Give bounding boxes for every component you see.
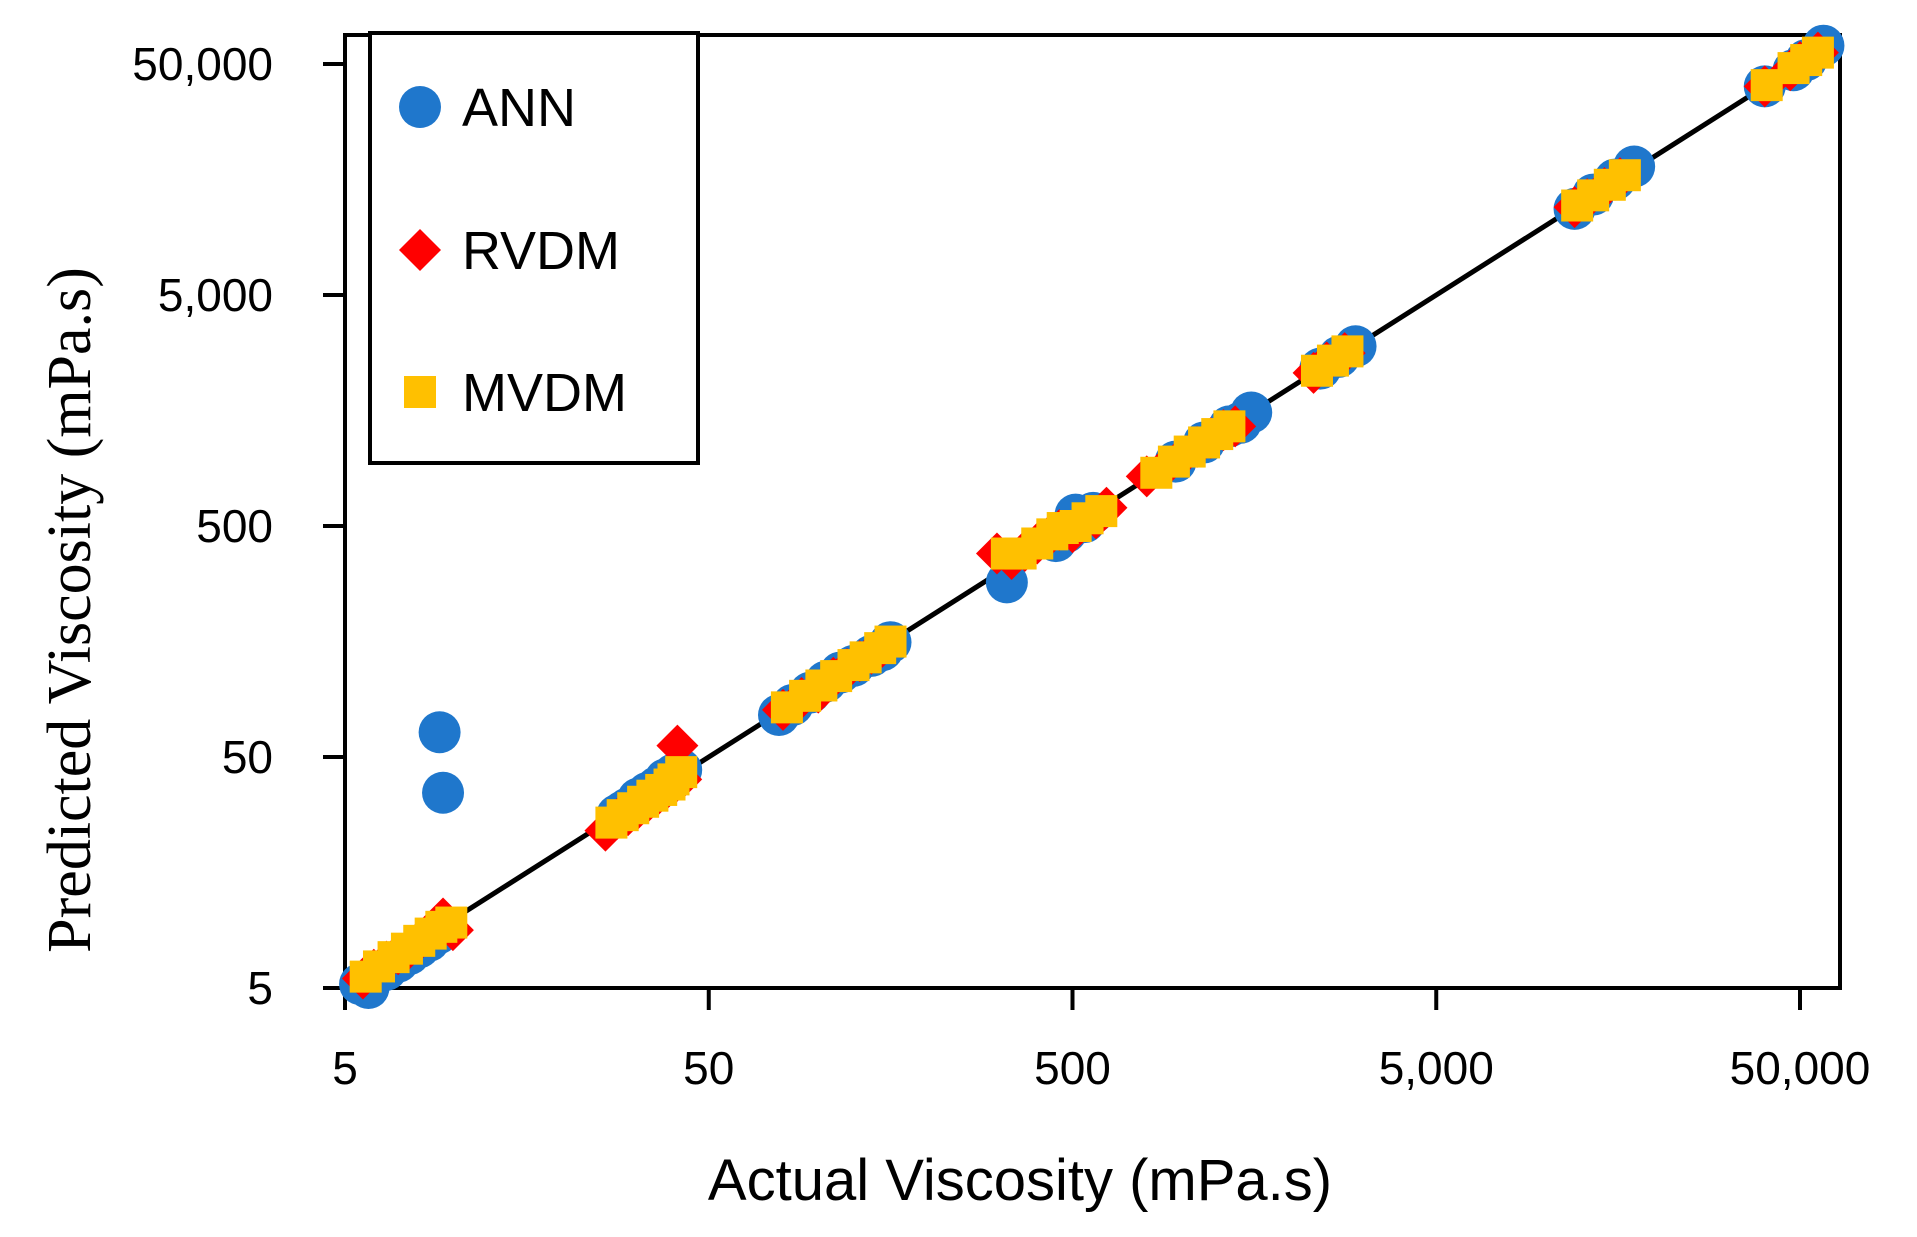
x-tick-label: 50 xyxy=(683,1042,734,1094)
legend-marker-ann xyxy=(399,86,441,128)
legend: ANN RVDM MVDM xyxy=(368,31,700,465)
legend-marker-rvdm xyxy=(399,229,441,271)
y-tick-label: 50 xyxy=(222,731,273,783)
legend-label-mvdm: MVDM xyxy=(462,363,627,423)
x-axis: 5 50 500 5,000 50,000 xyxy=(332,988,1870,1094)
point-mvdm xyxy=(1750,69,1783,102)
y-tick-label: 50,000 xyxy=(132,38,273,90)
x-tick-label: 5,000 xyxy=(1379,1042,1494,1094)
point-ann xyxy=(422,771,465,814)
y-axis-title: Predicted Viscosity (mPa.s) xyxy=(36,267,104,953)
point-mvdm xyxy=(1801,36,1834,69)
point-mvdm xyxy=(435,906,468,939)
legend-marker-mvdm xyxy=(404,376,436,408)
legend-label-ann: ANN xyxy=(462,78,576,138)
legend-items: ANN RVDM MVDM xyxy=(399,78,627,423)
point-mvdm xyxy=(1331,335,1364,368)
legend-item-ann: ANN xyxy=(399,78,576,138)
x-tick-label: 5 xyxy=(332,1042,358,1094)
x-tick-label: 500 xyxy=(1034,1042,1111,1094)
point-mvdm xyxy=(874,625,907,658)
series-mvdm xyxy=(349,36,1834,993)
y-tick-label: 5,000 xyxy=(158,269,273,321)
legend-label-rvdm: RVDM xyxy=(462,221,620,281)
y-tick-label: 5 xyxy=(247,962,273,1014)
point-mvdm xyxy=(1085,495,1118,528)
point-rvdm xyxy=(656,724,699,767)
legend-item-rvdm: RVDM xyxy=(399,221,620,281)
legend-item-mvdm: MVDM xyxy=(404,363,627,423)
y-axis: 5 50 500 5,000 50,000 xyxy=(132,38,345,1014)
point-mvdm xyxy=(665,756,698,789)
plot-area-frame xyxy=(343,33,1842,990)
y-tick-label: 500 xyxy=(196,500,273,552)
data-points-layer xyxy=(339,24,1845,1009)
point-mvdm xyxy=(1213,410,1246,443)
x-tick-label: 50,000 xyxy=(1730,1042,1871,1094)
x-axis-title: Actual Viscosity (mPa.s) xyxy=(708,1148,1332,1213)
point-mvdm xyxy=(1608,159,1641,192)
point-ann xyxy=(418,711,461,754)
